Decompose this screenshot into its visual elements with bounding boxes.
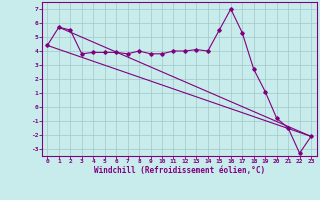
X-axis label: Windchill (Refroidissement éolien,°C): Windchill (Refroidissement éolien,°C) — [94, 166, 265, 175]
